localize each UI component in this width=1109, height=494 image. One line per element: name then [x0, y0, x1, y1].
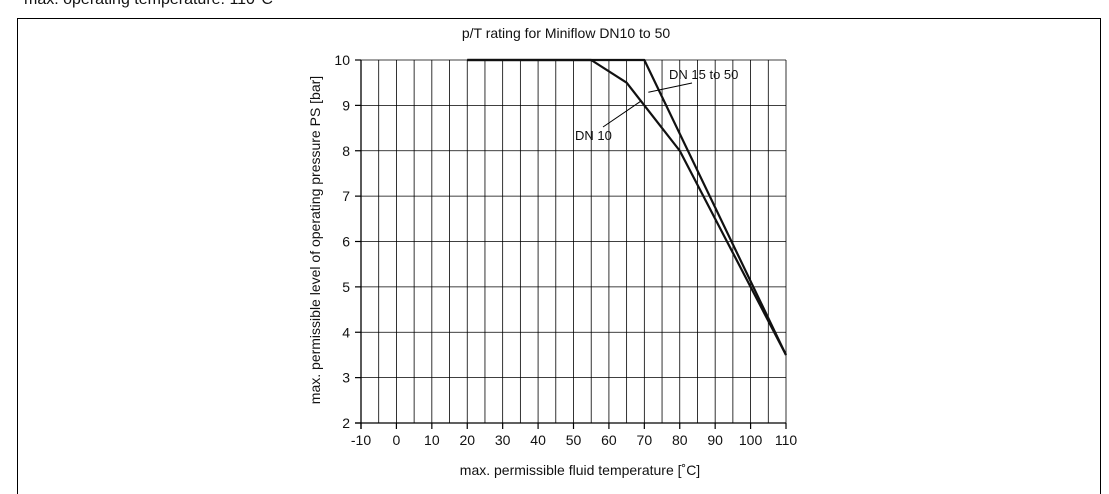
axes: [355, 59, 787, 429]
chart-title: p/T rating for Miniflow DN10 to 50: [462, 25, 670, 41]
tick-labels: 2 3 4 5 6 7 8 9 10 -10 0 10 20 30 40 50 60 70 80 90 100 110: [334, 52, 797, 448]
x-tick-label: 0: [393, 432, 401, 448]
x-tick-label: -10: [351, 432, 371, 448]
y-tick-label: 8: [342, 143, 350, 159]
y-tick-label: 7: [342, 188, 350, 204]
annotation-leader: [648, 82, 693, 93]
y-tick-label: 10: [334, 52, 350, 68]
y-tick-label: 9: [342, 97, 350, 113]
y-tick-label: 6: [342, 234, 350, 250]
x-tick-label: 20: [459, 432, 475, 448]
x-tick-label: 50: [566, 432, 582, 448]
annotation-label: DN 15 to 50: [669, 67, 738, 82]
x-tick-label: 40: [530, 432, 546, 448]
x-tick-label: 100: [739, 432, 763, 448]
series-lines: [467, 58, 787, 356]
x-tick-label: 110: [775, 432, 798, 448]
y-tick-label: 4: [342, 324, 350, 340]
x-tick-label: 70: [637, 432, 653, 448]
y-tick-label: 5: [342, 279, 350, 295]
x-tick-label: 90: [707, 432, 723, 448]
header-caption: max. operating temperature: 110°C: [24, 0, 273, 9]
x-tick-label: 60: [601, 432, 617, 448]
x-tick-label: 80: [672, 432, 688, 448]
chart-frame: [17, 18, 1101, 494]
x-tick-label: 30: [495, 432, 511, 448]
annotation-leader: [602, 100, 642, 128]
grid: [360, 59, 787, 424]
y-tick-label: 3: [342, 370, 350, 386]
x-axis-label: max. permissible fluid temperature [˚C]: [460, 462, 700, 478]
annotations: DN 15 to 50 DN 10: [575, 67, 738, 143]
annotation-label: DN 10: [575, 128, 612, 143]
series-line: [467, 58, 787, 356]
x-tick-label: 10: [424, 432, 440, 448]
y-tick-label: 2: [342, 415, 350, 431]
y-axis-label: max. permissible level of operating pres…: [307, 76, 323, 404]
